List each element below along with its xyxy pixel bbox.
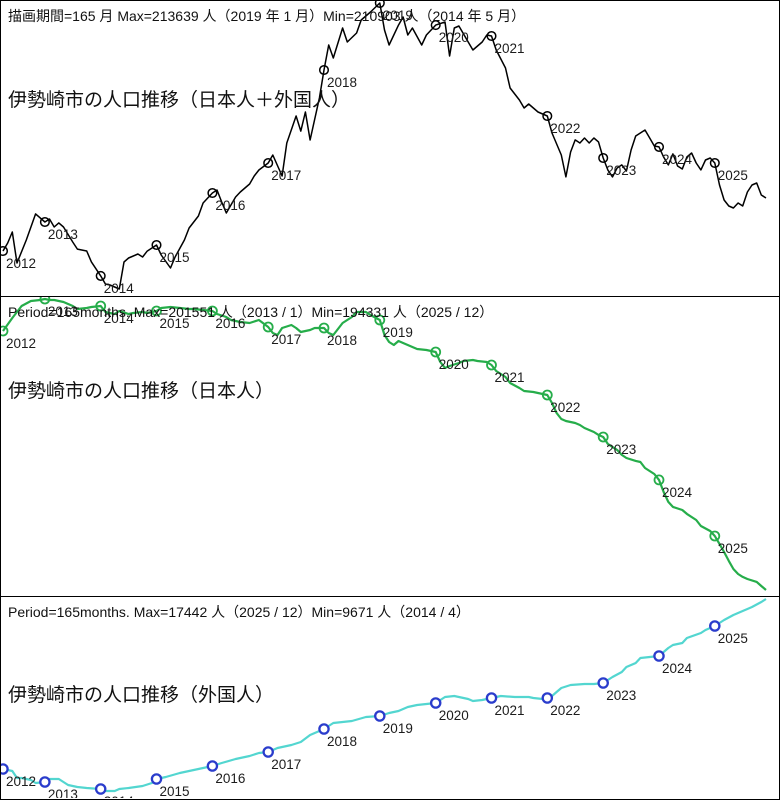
year-marker-2020 <box>429 697 442 709</box>
year-marker-2023 <box>597 677 609 689</box>
year-label-2022: 2022 <box>550 703 580 718</box>
year-marker-2014 <box>95 270 106 281</box>
year-label-2015: 2015 <box>160 250 190 265</box>
chart-panel-japanese: 2012 2013 2014 2015 2016 2017 2018 2019 2020 2021… <box>0 297 780 597</box>
year-marker-2013 <box>39 216 50 228</box>
year-label-2024: 2024 <box>662 485 693 500</box>
year-label-2023: 2023 <box>606 688 636 703</box>
year-marker-2021 <box>486 30 497 42</box>
year-label-2023: 2023 <box>606 442 636 457</box>
year-marker-2013 <box>39 776 51 788</box>
chart-foreign-plot: 2012 2013 2014 2015 2016 2017 2018 2019 2020 2021… <box>1 598 767 798</box>
year-label-2024: 2024 <box>662 661 693 676</box>
year-marker-2024 <box>653 141 665 152</box>
year-label-2021: 2021 <box>495 41 525 56</box>
year-label-2013: 2013 <box>48 304 78 319</box>
year-marker-2022 <box>541 389 553 401</box>
year-marker-2014 <box>95 300 107 312</box>
year-label-2017: 2017 <box>271 332 301 347</box>
year-label-2012: 2012 <box>6 256 36 271</box>
year-label-2016: 2016 <box>215 198 245 213</box>
year-marker-2014 <box>94 783 107 795</box>
year-label-2018: 2018 <box>327 75 357 90</box>
year-marker-2015 <box>151 239 162 251</box>
year-marker-2020 <box>430 346 442 358</box>
year-marker-2013 <box>39 297 51 305</box>
year-marker-2025 <box>709 530 721 542</box>
year-label-2023: 2023 <box>606 163 636 178</box>
year-label-2019: 2019 <box>383 721 413 736</box>
year-marker-2019 <box>374 314 386 326</box>
year-label-2019: 2019 <box>383 325 413 340</box>
year-marker-2024 <box>653 474 665 486</box>
year-label-2016: 2016 <box>215 771 245 786</box>
year-marker-2017 <box>263 157 274 169</box>
year-marker-2017 <box>262 746 274 758</box>
chart-panel-foreign: 2012 2013 2014 2015 2016 2017 2018 2019 2020 2021… <box>0 597 780 800</box>
chart-japanese-header: Period=165months. Max=201551 人（2013 / 1）… <box>8 304 494 320</box>
year-label-2017: 2017 <box>271 168 301 183</box>
year-marker-2019 <box>374 710 386 722</box>
year-label-2015: 2015 <box>160 316 190 331</box>
year-label-2014: 2014 <box>104 281 135 296</box>
year-label-2020: 2020 <box>439 357 469 372</box>
year-label-2015: 2015 <box>160 784 190 798</box>
year-marker-2019 <box>374 1 385 9</box>
year-label-2022: 2022 <box>550 121 580 136</box>
year-marker-2017 <box>262 321 274 333</box>
year-marker-2018 <box>318 64 330 76</box>
chart-foreign-title: 伊勢崎市の人口推移（外国人） <box>8 685 275 706</box>
year-label-2016: 2016 <box>215 316 245 331</box>
year-label-2025: 2025 <box>718 168 748 183</box>
year-marker-2012 <box>1 763 9 775</box>
year-marker-2018 <box>318 322 330 334</box>
year-label-2020: 2020 <box>439 30 469 45</box>
year-label-2020: 2020 <box>439 708 469 723</box>
year-marker-2016 <box>206 305 218 317</box>
year-marker-2015 <box>151 305 162 317</box>
year-marker-2022 <box>542 110 553 122</box>
year-label-2012: 2012 <box>6 774 36 789</box>
year-marker-2012 <box>1 325 9 337</box>
year-marker-2016 <box>207 187 218 199</box>
year-marker-2023 <box>598 152 609 164</box>
year-label-2018: 2018 <box>327 333 357 348</box>
chart-panel-total: 2012 2013 2014 2015 2016 2017 2018 2019 2020 2021… <box>0 0 780 297</box>
year-marker-2021 <box>486 359 497 371</box>
year-label-2018: 2018 <box>327 734 357 749</box>
year-marker-2025 <box>709 620 721 632</box>
year-marker-2020 <box>430 20 441 31</box>
chart-total-plot: 2012 2013 2014 2015 2016 2017 2018 2019 2020 2021… <box>1 1 767 296</box>
chart-japanese-plot: 2012 2013 2014 2015 2016 2017 2018 2019 2020 2021… <box>1 297 767 591</box>
year-label-2021: 2021 <box>495 703 525 718</box>
year-label-2014: 2014 <box>104 794 135 798</box>
year-marker-2022 <box>541 692 554 704</box>
year-marker-2023 <box>597 431 609 443</box>
year-label-2024: 2024 <box>662 152 693 167</box>
year-label-2012: 2012 <box>6 336 36 351</box>
chart-total-title: 伊勢崎市の人口推移（日本人＋外国人） <box>8 90 351 111</box>
population-japanese-line <box>2 297 767 591</box>
population-total-line <box>2 2 767 290</box>
year-marker-2016 <box>206 760 219 772</box>
year-label-2022: 2022 <box>550 400 580 415</box>
year-label-2019: 2019 <box>383 8 413 23</box>
year-label-2013: 2013 <box>48 787 78 798</box>
chart-japanese-title: 伊勢崎市の人口推移（日本人） <box>8 381 275 402</box>
year-label-2014: 2014 <box>104 311 135 326</box>
year-marker-2012 <box>1 245 9 257</box>
year-label-2025: 2025 <box>718 631 748 646</box>
year-label-2021: 2021 <box>495 370 525 385</box>
year-marker-2024 <box>653 650 665 662</box>
chart-foreign-header: Period=165months. Max=17442 人（2025 / 12）… <box>8 604 470 620</box>
chart-total-header: 描画期間=165 月 Max=213639 人（2019 年 1 月）Min=2… <box>8 8 526 24</box>
year-marker-2021 <box>485 692 498 704</box>
year-marker-2025 <box>709 157 720 169</box>
year-label-2013: 2013 <box>48 227 78 242</box>
year-label-2025: 2025 <box>718 541 748 556</box>
year-marker-2015 <box>150 773 163 785</box>
year-label-2017: 2017 <box>271 757 301 772</box>
year-marker-2018 <box>318 723 330 735</box>
